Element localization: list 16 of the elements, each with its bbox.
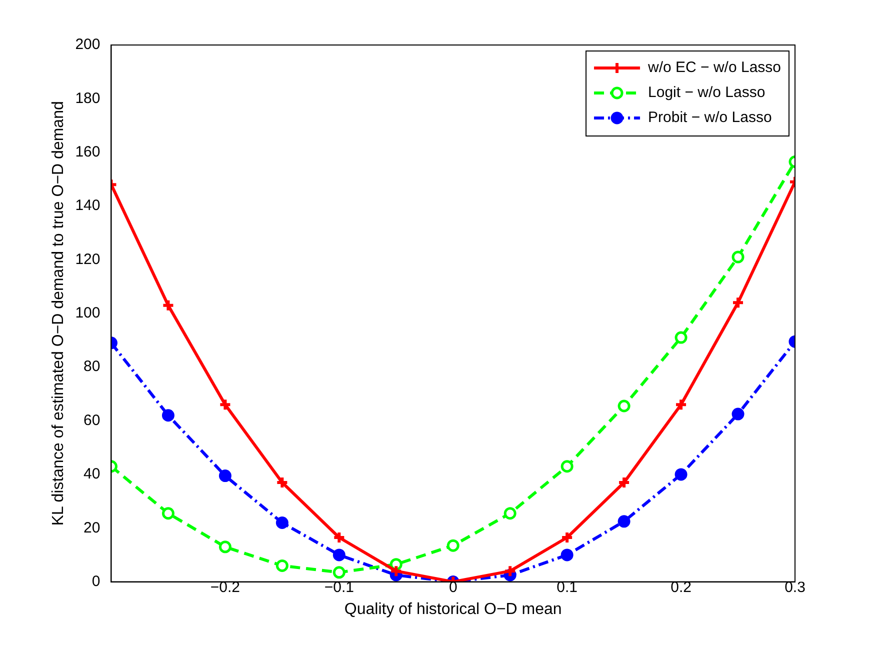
y-tick-label: 80 — [84, 358, 100, 376]
y-tick-label: 40 — [84, 466, 100, 483]
y-tick-label: 100 — [75, 304, 100, 322]
y-axis-title: KL distance of estimated O−D demand to true O−D demand — [50, 101, 68, 526]
y-tick-label: 160 — [75, 144, 100, 160]
y-tick-label: 180 — [75, 90, 100, 107]
y-tick-label: 200 — [75, 36, 100, 54]
y-tick-label: 120 — [75, 250, 100, 268]
legend-label: Probit − w/o Lasso — [648, 109, 772, 126]
y-tick-label: 60 — [84, 412, 100, 429]
legend-label: w/o EC − w/o Lasso — [647, 59, 782, 76]
legend-label: Logit − w/o Lasso — [648, 84, 766, 102]
x-tick-label: 0.3 — [784, 578, 806, 596]
y-tick-label: 20 — [84, 519, 100, 536]
x-axis-title: Quality of historical O−D mean — [344, 600, 562, 618]
y-tick-label: 140 — [75, 197, 100, 214]
